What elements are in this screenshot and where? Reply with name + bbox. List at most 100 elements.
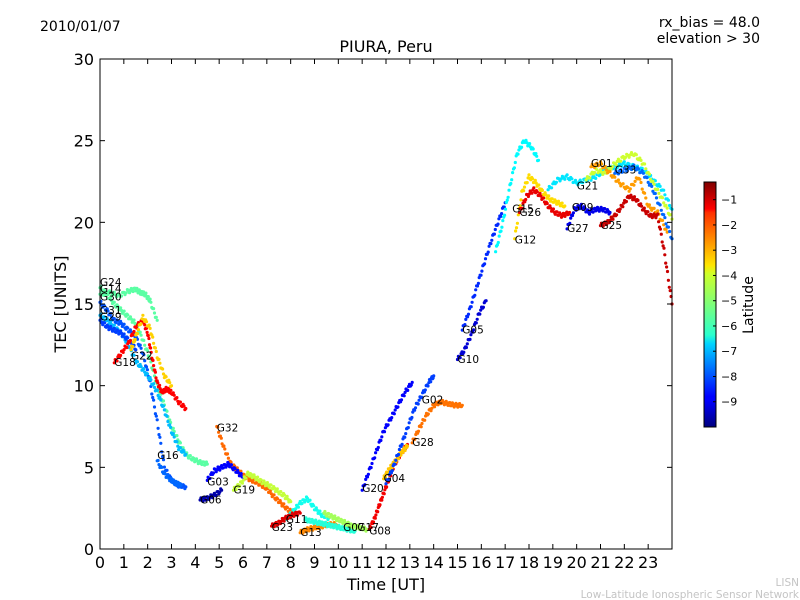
tec-point [474,321,478,325]
tec-point [551,207,556,211]
tec-point [284,514,288,518]
tec-point [152,385,157,389]
tec-point [474,288,478,292]
tec-point [184,406,188,411]
tec-point [393,408,397,412]
tec-point [621,170,625,174]
sat-label-g11: G11 [286,514,308,526]
tec-point [650,184,654,188]
tec-point [153,412,157,416]
tec-point [340,525,345,529]
tec-point [509,181,513,186]
tec-point [542,196,546,200]
tec-point [314,518,318,522]
tec-point [155,388,159,392]
tec-point [668,289,672,293]
tec-point [546,188,550,192]
tec-point [662,213,666,217]
tec-point [653,191,657,196]
tec-point [162,408,166,412]
tec-point [597,163,601,167]
tec-point [116,319,120,323]
tec-point [144,365,149,369]
y-tick-label: 15 [74,295,94,314]
x-axis-label: Time [UT] [346,575,425,594]
tec-point [141,313,145,317]
series-g16 [155,458,183,488]
sat-label-g26: G26 [520,207,542,219]
tec-point [500,225,504,229]
tec-point [239,469,243,473]
tec-point [149,350,153,354]
tec-point [153,370,157,374]
tec-point [460,403,464,407]
tec-point [592,170,597,175]
tec-point [464,345,468,350]
tec-point [396,452,401,457]
tec-point [122,322,126,326]
tec-point [647,203,652,207]
tec-point [619,168,623,172]
tec-point [314,527,318,531]
tec-point [294,507,298,511]
tec-point [550,197,554,201]
tec-point [583,206,587,210]
colorbar [703,181,717,428]
tec-point [164,375,168,379]
tec-point [147,323,151,327]
tec-point [318,509,322,513]
tec-point [323,509,327,514]
tec-point [294,510,298,514]
tec-point [601,224,605,228]
tec-point [233,466,237,471]
tec-point [390,469,394,473]
tec-point [285,494,289,498]
tec-point [135,360,140,364]
tec-point [614,163,618,167]
tec-point [663,253,667,257]
tec-point [321,521,325,525]
tec-point [589,165,593,169]
tec-point [514,229,518,233]
x-tick-label: 21 [590,553,610,572]
tec-point [595,161,599,165]
tec-point [456,405,460,409]
tec-point [282,502,286,506]
colorbar-tick-label: −3 [721,244,737,257]
tec-point [250,480,255,484]
tec-point [112,323,116,327]
tec-point [420,421,424,426]
tec-point [168,423,172,427]
tec-point [203,495,207,499]
sat-label-g24: G24 [100,277,122,289]
sat-label-g06: G06 [200,494,222,506]
tec-point [152,364,156,368]
tec-point [472,328,476,332]
tec-point [138,330,142,334]
x-tick-label: 17 [495,553,515,572]
tec-point [616,172,621,176]
tec-point [315,522,320,527]
tec-point [505,198,509,202]
tec-point [478,312,482,316]
tec-point [448,401,452,405]
tec-point [547,194,551,198]
tec-point [109,290,113,294]
tec-point [119,306,123,310]
tec-point [336,516,340,520]
tec-point [658,184,662,188]
tec-point [382,492,386,496]
tec-point [492,232,496,236]
tec-point [282,493,286,497]
tec-point [152,307,156,311]
series-g33 [613,163,674,241]
tec-point [656,187,660,191]
tec-point [126,336,130,340]
y-axis-ticks: 0 5 10 15 20 25 30 [74,50,672,559]
tec-point [470,300,474,304]
tec-point [501,219,505,223]
tec-point [657,191,661,195]
tec-point [229,463,233,467]
tec-point [154,376,158,380]
tec-point [476,281,480,285]
